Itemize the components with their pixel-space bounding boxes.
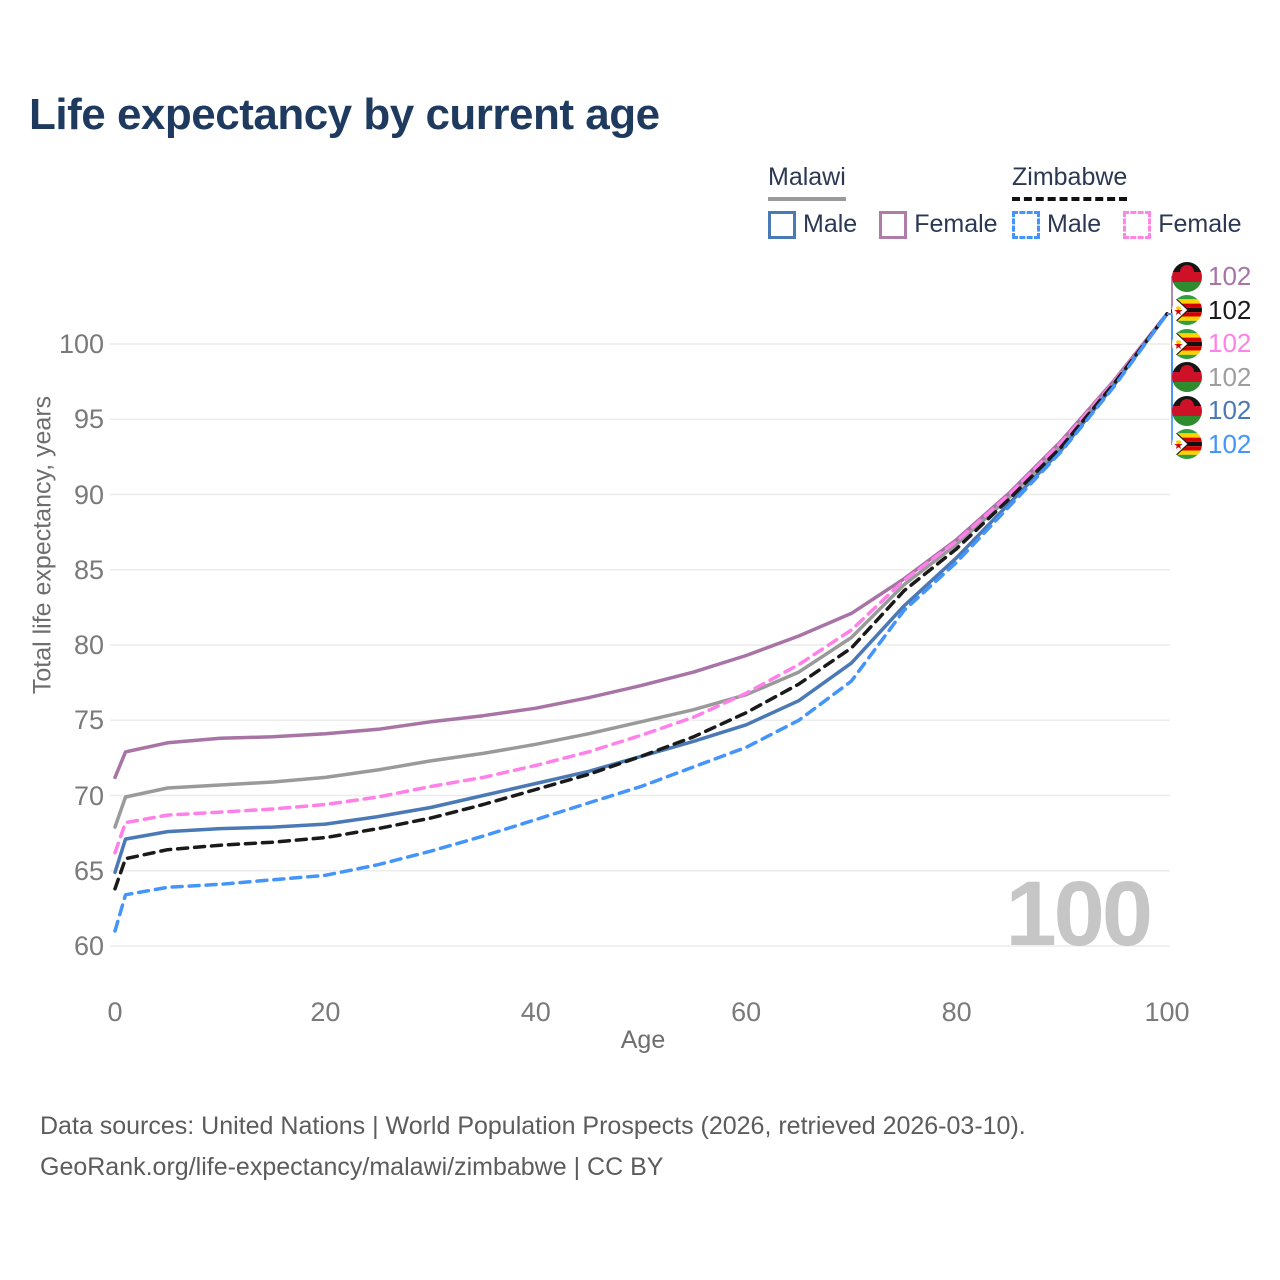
legend-toggle-zimbabwe-male[interactable]: Male (1012, 210, 1101, 239)
end-value: 102 (1208, 361, 1252, 392)
end-value: 102 (1208, 395, 1252, 426)
legend-group-malawi: Malawi Male Female (768, 163, 998, 239)
end-value: 102 (1208, 428, 1252, 459)
series-line-zimbabwe (113, 312, 1169, 891)
legend-label-malawi-female: Female (914, 210, 998, 238)
end-label-zimbabwe-female: ★ 102 (1172, 327, 1251, 361)
end-value: 102 (1208, 261, 1252, 292)
end-label-zimbabwe-male: ★ 102 (1172, 428, 1251, 462)
x-axis-tick: 40 (520, 997, 551, 1027)
x-axis-tick: 20 (310, 997, 341, 1027)
x-axis-tick: 60 (731, 997, 762, 1027)
svg-text:★: ★ (1174, 440, 1184, 452)
series-line-malawi (113, 312, 1169, 829)
zimbabwe-flag-icon: ★ (1172, 429, 1202, 460)
end-label-malawi-male: 102 (1172, 394, 1251, 428)
end-value: 102 (1208, 328, 1252, 359)
y-axis-tick: 85 (73, 554, 104, 585)
malawi-flag-icon (1172, 395, 1202, 426)
zimbabwe-flag-icon: ★ (1172, 295, 1202, 326)
legend-group-zimbabwe: Zimbabwe Male Female (1012, 163, 1242, 239)
malawi-female-swatch-icon (879, 210, 908, 239)
legend-toggle-zimbabwe-female[interactable]: Female (1123, 210, 1242, 239)
y-axis-tick: 90 (73, 479, 104, 510)
end-value: 102 (1208, 294, 1252, 325)
y-axis-tick: 75 (73, 705, 104, 736)
series-line-malawi-male (113, 312, 1169, 875)
end-label-malawi-female: 102 (1172, 260, 1251, 294)
malawi-flag-icon (1172, 362, 1202, 393)
legend-label-zimbabwe-male: Male (1047, 210, 1102, 238)
malawi-flag-icon (1172, 261, 1202, 292)
y-axis-tick: 95 (73, 404, 104, 435)
y-axis-tick: 60 (73, 931, 104, 961)
series-line-malawi-female (113, 312, 1169, 780)
series-line-zimbabwe-female (113, 312, 1169, 855)
footer: Data sources: United Nations | World Pop… (40, 1106, 1026, 1188)
zimbabwe-female-swatch-icon (1123, 210, 1152, 239)
x-axis-title: Age (620, 1026, 666, 1054)
data-sources-text: Data sources: United Nations | World Pop… (40, 1112, 1026, 1140)
age-watermark: 100 (1005, 863, 1153, 965)
series-line-zimbabwe-male (113, 312, 1169, 933)
page-title: Life expectancy by current age (29, 90, 660, 139)
legend-country-zimbabwe: Zimbabwe (1012, 163, 1128, 201)
legend-country-malawi: Malawi (768, 163, 846, 201)
zimbabwe-male-swatch-icon (1012, 210, 1040, 239)
attribution-text: GeoRank.org/life-expectancy/malawi/zimba… (40, 1153, 664, 1181)
y-axis-tick: 65 (73, 855, 104, 886)
malawi-male-swatch-icon (768, 210, 796, 239)
x-axis-tick: 0 (107, 997, 123, 1027)
legend-label-zimbabwe-female: Female (1158, 210, 1242, 238)
legend-toggle-malawi-male[interactable]: Male (768, 210, 857, 239)
legend-toggle-malawi-female[interactable]: Female (879, 210, 998, 239)
legend-label-malawi-male: Male (803, 210, 858, 238)
x-axis-tick: 80 (941, 997, 972, 1027)
y-axis-tick: 70 (73, 780, 104, 811)
end-label-zimbabwe: ★ 102 (1172, 294, 1251, 328)
y-axis-tick: 100 (58, 329, 104, 359)
series-end-labels: 102 ★ 102 ★ (1172, 260, 1251, 461)
y-axis-tick: 80 (73, 630, 104, 660)
svg-text:★: ★ (1174, 306, 1184, 318)
x-axis-tick: 100 (1144, 997, 1190, 1027)
zimbabwe-flag-icon: ★ (1172, 328, 1202, 359)
svg-text:★: ★ (1174, 340, 1184, 352)
end-label-malawi: 102 (1172, 361, 1251, 395)
